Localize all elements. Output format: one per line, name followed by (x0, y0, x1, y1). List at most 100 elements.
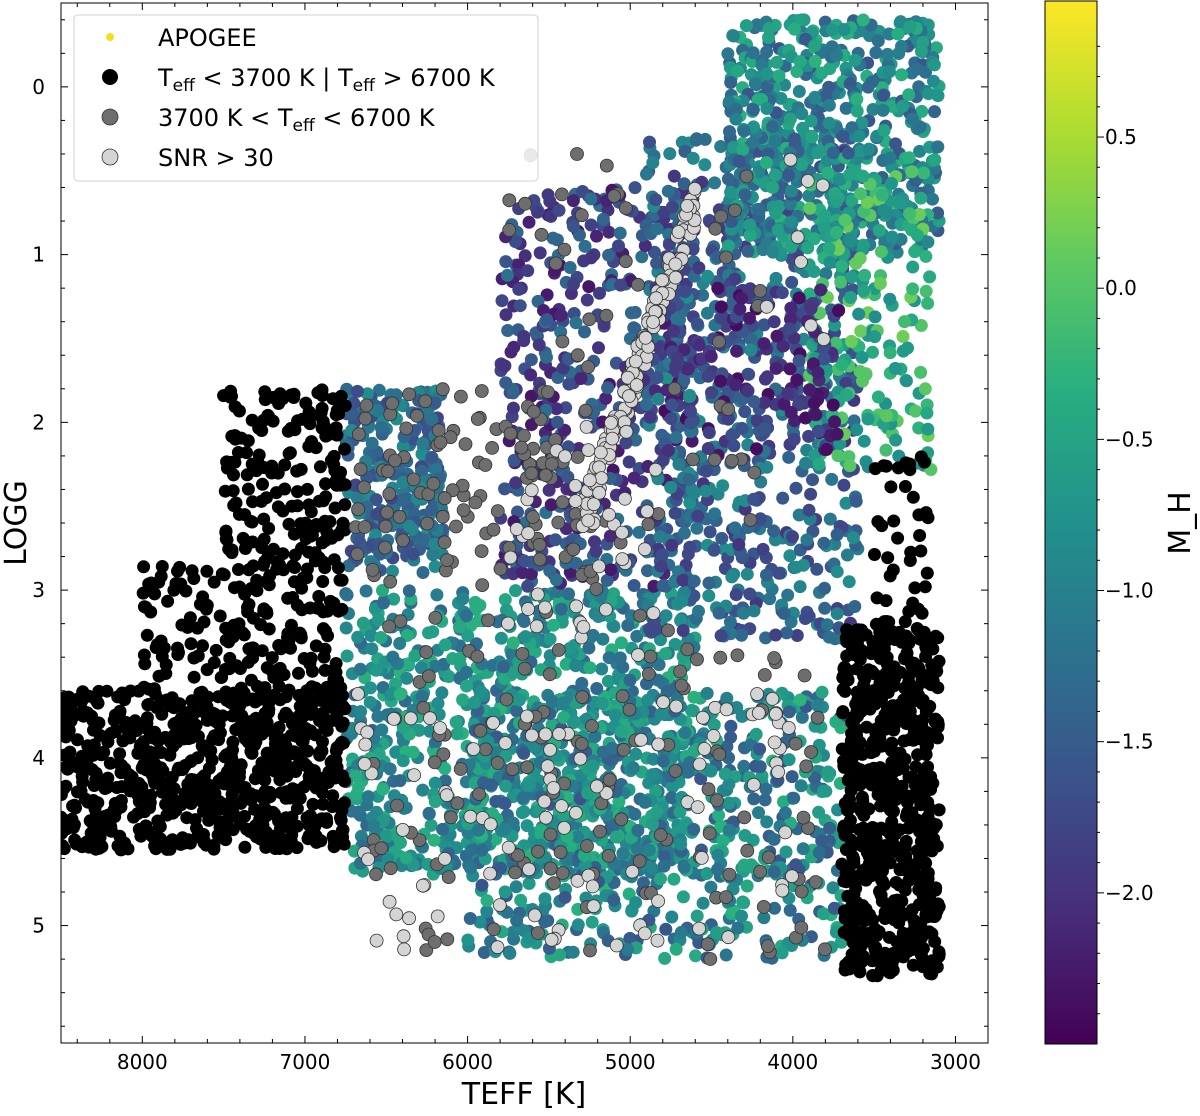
data-point (442, 670, 456, 683)
data-point (922, 87, 935, 101)
data-point (852, 129, 866, 143)
data-point (557, 711, 571, 724)
data-point (740, 879, 754, 893)
data-point (664, 480, 678, 494)
data-point (650, 805, 664, 819)
data-point (663, 147, 677, 161)
data-point (596, 745, 610, 759)
data-point (681, 362, 695, 376)
data-point (216, 831, 229, 845)
data-point (646, 752, 660, 766)
data-point (86, 794, 100, 807)
data-point (803, 201, 817, 215)
data-point (223, 760, 237, 774)
data-point (464, 861, 478, 875)
data-point (160, 837, 174, 851)
data-point (133, 740, 147, 754)
data-point (374, 421, 388, 434)
data-point (365, 436, 379, 450)
data-point (559, 657, 573, 671)
data-point (928, 153, 942, 167)
data-point (426, 625, 440, 639)
data-point (543, 564, 557, 578)
data-point (729, 588, 743, 602)
data-point (643, 410, 657, 424)
data-point (769, 271, 783, 285)
data-point (624, 306, 638, 320)
data-point (699, 484, 713, 498)
data-point (630, 842, 644, 856)
data-point (921, 296, 935, 310)
data-point (261, 790, 275, 804)
data-point (122, 768, 136, 782)
data-point (228, 429, 242, 443)
data-point (521, 264, 535, 278)
data-point (753, 760, 767, 774)
data-point (524, 389, 538, 403)
data-point (782, 322, 796, 336)
data-point (690, 909, 704, 923)
data-point (69, 759, 82, 773)
data-point (206, 732, 220, 746)
data-point (506, 401, 520, 415)
data-point (240, 822, 254, 836)
data-point (461, 933, 475, 947)
data-point (823, 256, 837, 269)
data-point (799, 456, 813, 470)
data-point (723, 615, 737, 629)
data-point (294, 462, 308, 476)
data-point (328, 501, 342, 515)
data-point (589, 544, 603, 558)
data-point (872, 223, 886, 237)
data-point (837, 23, 851, 36)
data-point (802, 609, 816, 623)
data-point (517, 615, 531, 628)
data-point (97, 822, 111, 836)
data-point (811, 146, 825, 160)
data-point (742, 367, 756, 381)
data-point (712, 606, 726, 620)
data-point (678, 285, 692, 299)
data-point (266, 391, 280, 404)
data-point (640, 397, 654, 411)
data-point (762, 22, 776, 35)
data-point (416, 436, 430, 450)
data-point (246, 611, 260, 625)
data-point (869, 46, 883, 60)
data-point (369, 493, 383, 507)
data-point (716, 479, 730, 493)
data-point (672, 457, 686, 471)
data-point (691, 509, 705, 523)
data-point (196, 639, 209, 653)
data-point (686, 704, 700, 718)
data-point (171, 763, 185, 777)
data-point (631, 824, 645, 837)
data-point (567, 277, 580, 291)
data-point (767, 865, 781, 879)
data-point (767, 832, 781, 846)
data-point (622, 455, 636, 469)
data-point (613, 226, 627, 240)
data-point (506, 636, 520, 650)
data-point (815, 834, 829, 848)
data-point (288, 561, 302, 574)
data-point (197, 804, 211, 818)
data-point (254, 494, 268, 508)
data-point (603, 529, 617, 543)
data-point (711, 281, 725, 295)
data-point (312, 408, 326, 422)
data-point (538, 915, 552, 929)
data-point (661, 444, 675, 457)
data-point (626, 761, 640, 775)
data-point (846, 531, 860, 545)
data-point (268, 807, 281, 821)
data-point (692, 604, 705, 618)
data-point (871, 34, 885, 48)
data-point (250, 584, 264, 598)
data-point (708, 507, 722, 521)
data-point (554, 308, 568, 322)
data-point (905, 112, 919, 126)
data-point (730, 701, 744, 714)
data-point (588, 730, 602, 744)
data-point (233, 699, 247, 713)
